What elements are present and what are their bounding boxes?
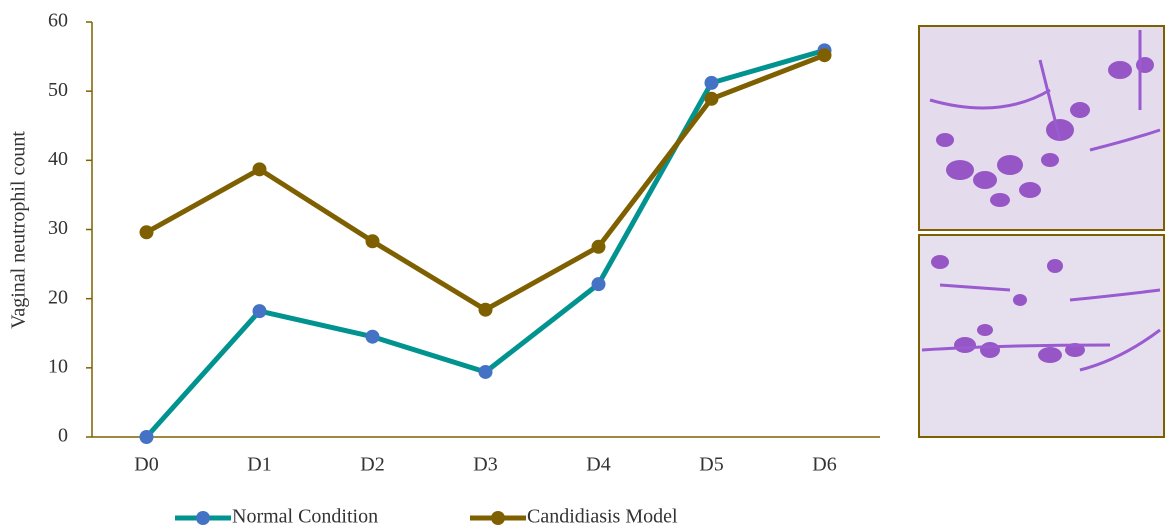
y-tick-label: 30 [48, 217, 68, 239]
y-axis-label: Vaginal neutrophil count [8, 131, 30, 329]
y-tick-label: 20 [48, 286, 68, 308]
legend-marker [491, 511, 505, 525]
data-point [592, 277, 606, 291]
data-point [253, 162, 267, 176]
data-point [479, 365, 493, 379]
data-point [253, 304, 267, 318]
page: {"chart_data": {"type": "line", "y_label… [0, 0, 1166, 528]
data-point [140, 430, 154, 444]
micrograph-bottom [919, 235, 1164, 437]
data-point [479, 303, 493, 317]
data-point [705, 76, 719, 90]
x-tick-label: D4 [586, 454, 610, 476]
y-tick-label: 60 [48, 10, 68, 32]
x-tick-label: D3 [473, 454, 497, 476]
y-tick-label: 10 [48, 355, 68, 377]
x-tick-label: D2 [360, 454, 384, 476]
legend-label: Normal Condition [232, 506, 378, 528]
y-tick-label: 40 [48, 148, 68, 170]
micrograph-top [919, 26, 1164, 230]
x-tick-label: D1 [247, 454, 271, 476]
series-line [147, 55, 825, 310]
data-point [366, 330, 380, 344]
data-point [366, 234, 380, 248]
x-tick-label: D6 [812, 454, 836, 476]
x-tick-label: D0 [134, 454, 158, 476]
data-point [592, 240, 606, 254]
chart: Vaginal neutrophil count 0 10 20 30 40 50 60 D0… [0, 0, 1166, 528]
x-tick-label: D5 [699, 454, 723, 476]
y-tick-label: 50 [48, 79, 68, 101]
data-point [705, 92, 719, 106]
data-point [818, 48, 832, 62]
data-point [140, 225, 154, 239]
series-line [147, 50, 825, 437]
y-tick-label: 0 [58, 425, 68, 447]
legend-label: Candidiasis Model [527, 506, 678, 528]
legend-marker [196, 511, 210, 525]
